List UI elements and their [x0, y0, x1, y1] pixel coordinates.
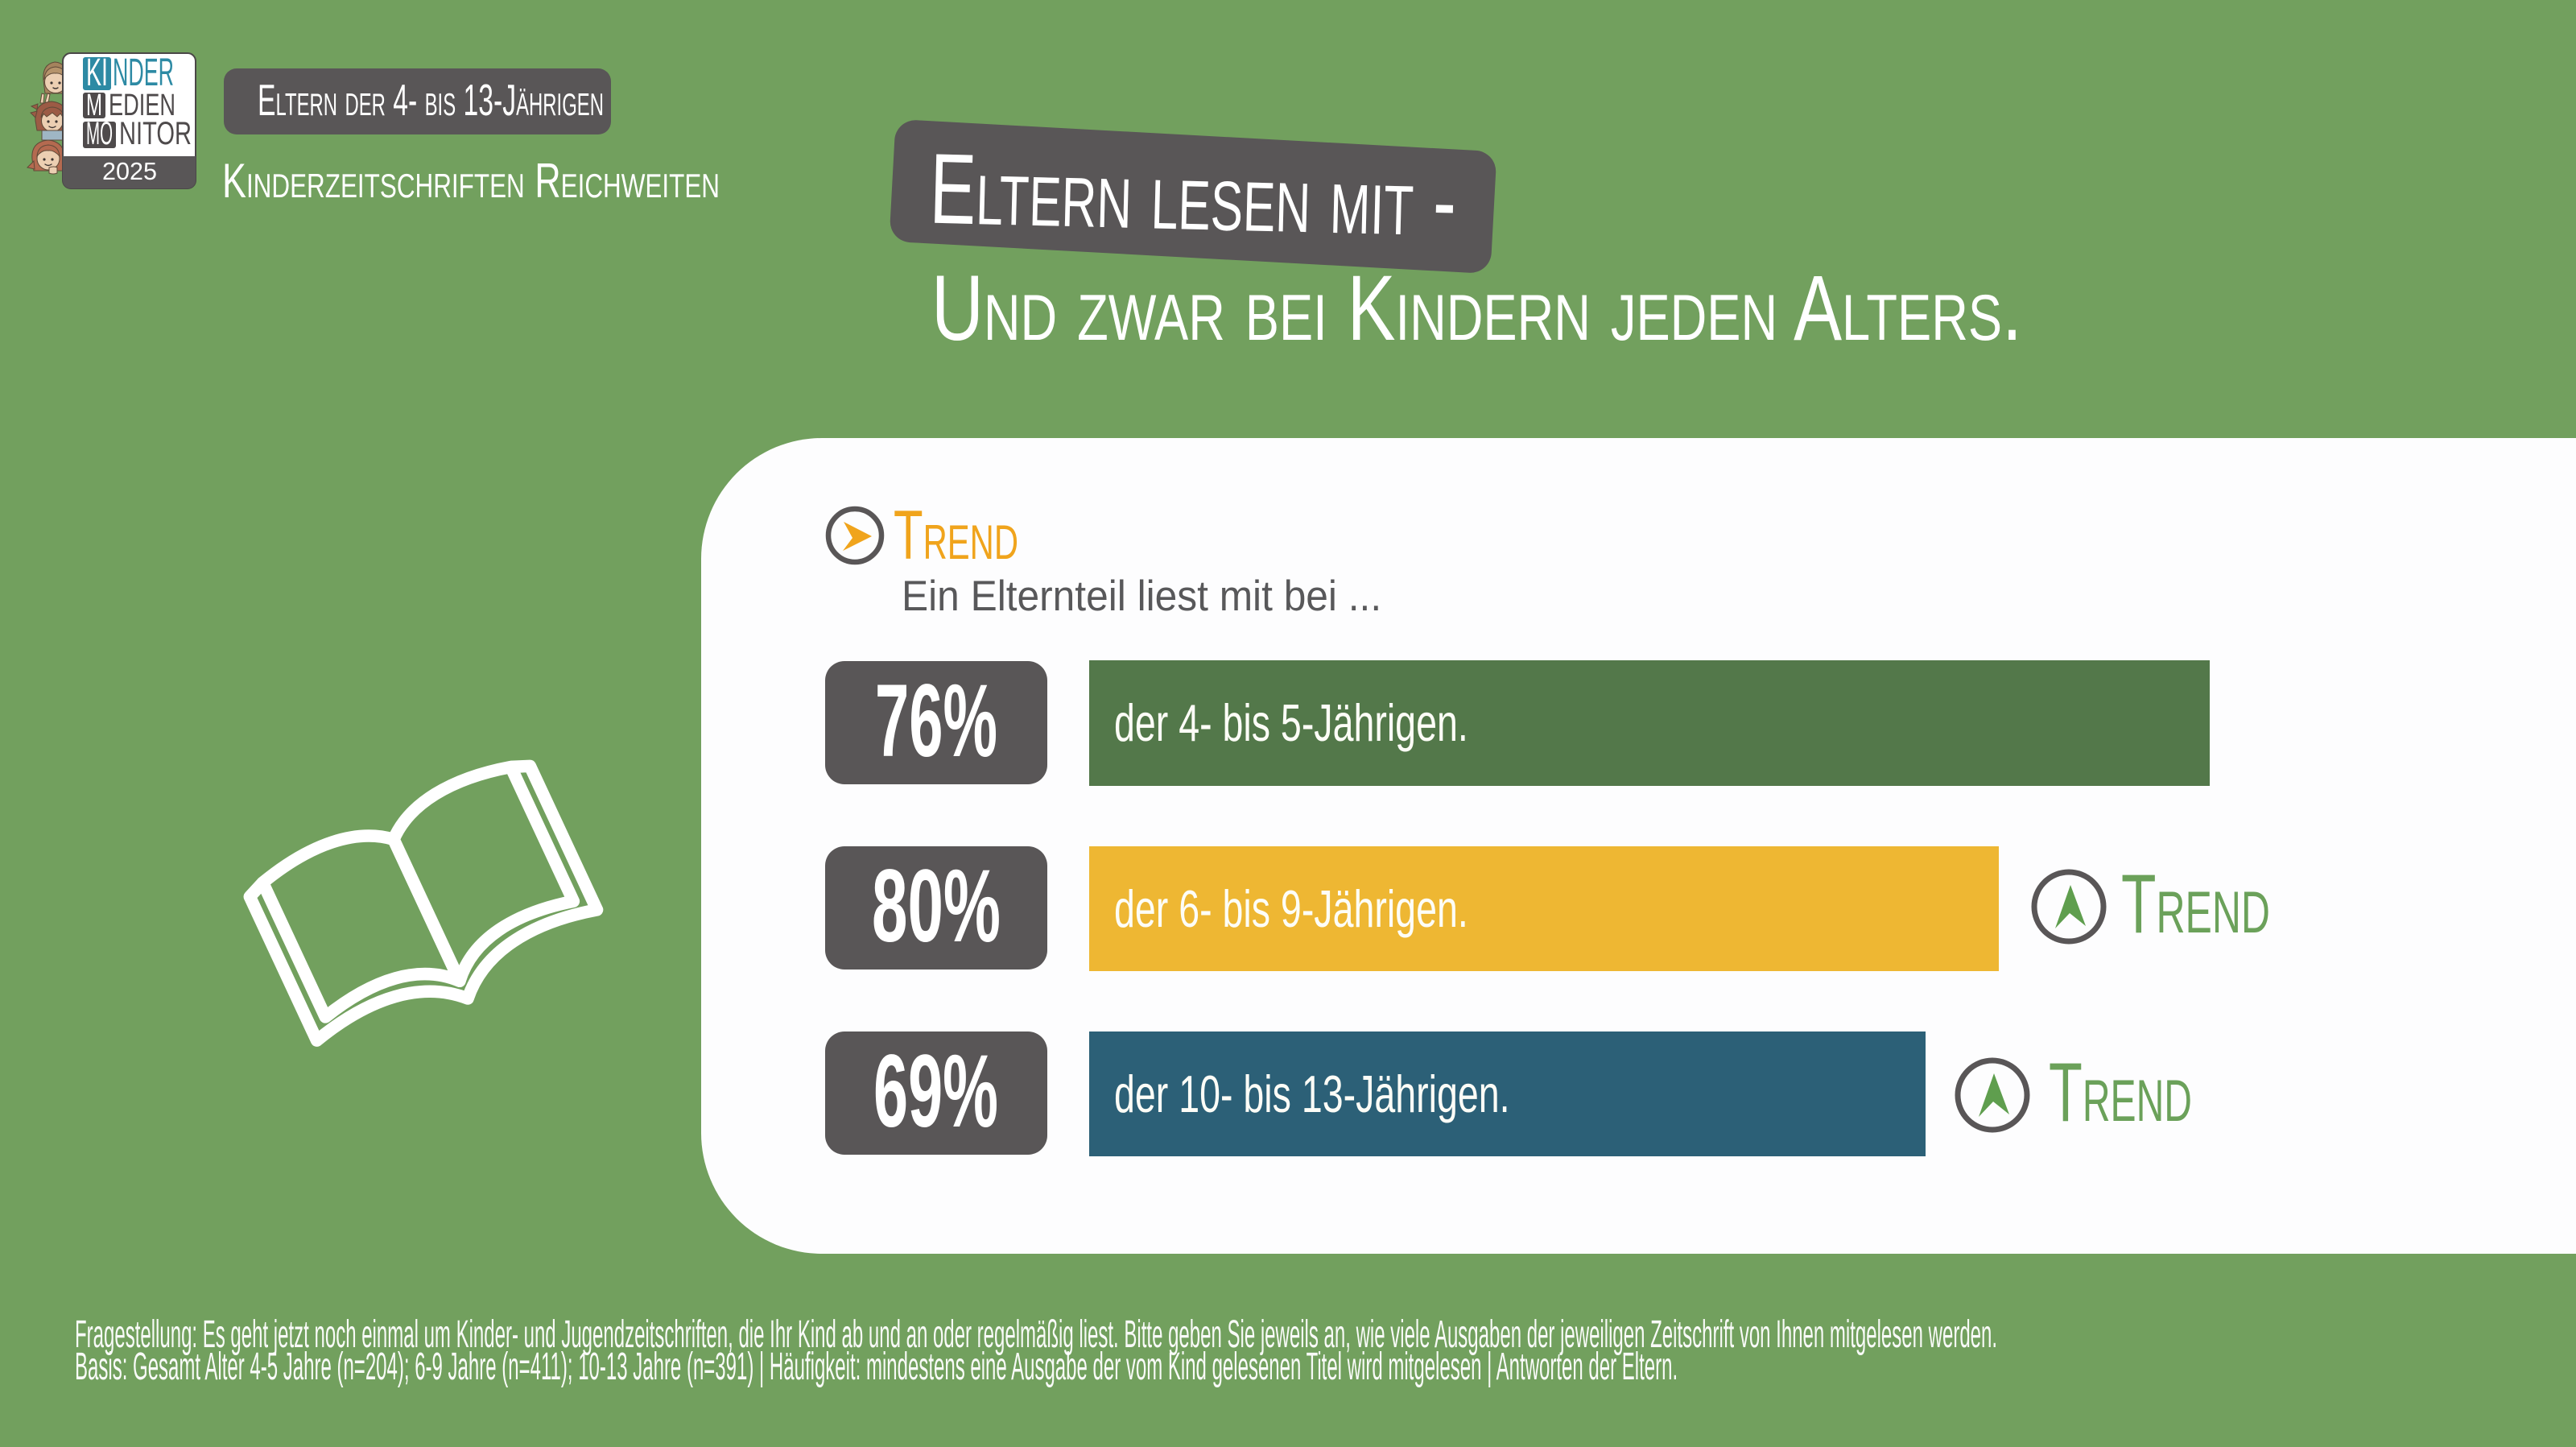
svg-text:NDER: NDER [113, 52, 174, 94]
svg-text:Eltern der 4- bis 13-Jährigen: Eltern der 4- bis 13-Jährigen [258, 75, 604, 125]
svg-text:Kinderzeitschriften Reichweite: Kinderzeitschriften Reichweiten [222, 154, 720, 208]
svg-text:MO: MO [86, 116, 113, 151]
svg-text:KI: KI [86, 52, 108, 94]
svg-text:Eltern lesen mit -: Eltern lesen mit - [928, 134, 1457, 258]
svg-text:EDIEN: EDIEN [109, 89, 175, 122]
svg-text:80%: 80% [872, 849, 1001, 964]
svg-text:Trend: Trend [894, 506, 1018, 566]
svg-text:2025: 2025 [102, 157, 157, 185]
svg-text:M: M [86, 89, 102, 122]
svg-text:Und zwar bei Kindern jeden Alt: Und zwar bei Kindern jeden Alters. [931, 258, 2022, 360]
svg-text:NITOR: NITOR [119, 116, 192, 151]
svg-text:76%: 76% [875, 664, 997, 779]
svg-text:Trend: Trend [2121, 870, 2270, 942]
svg-text:Trend: Trend [2049, 1058, 2192, 1131]
svg-text:69%: 69% [873, 1034, 998, 1149]
